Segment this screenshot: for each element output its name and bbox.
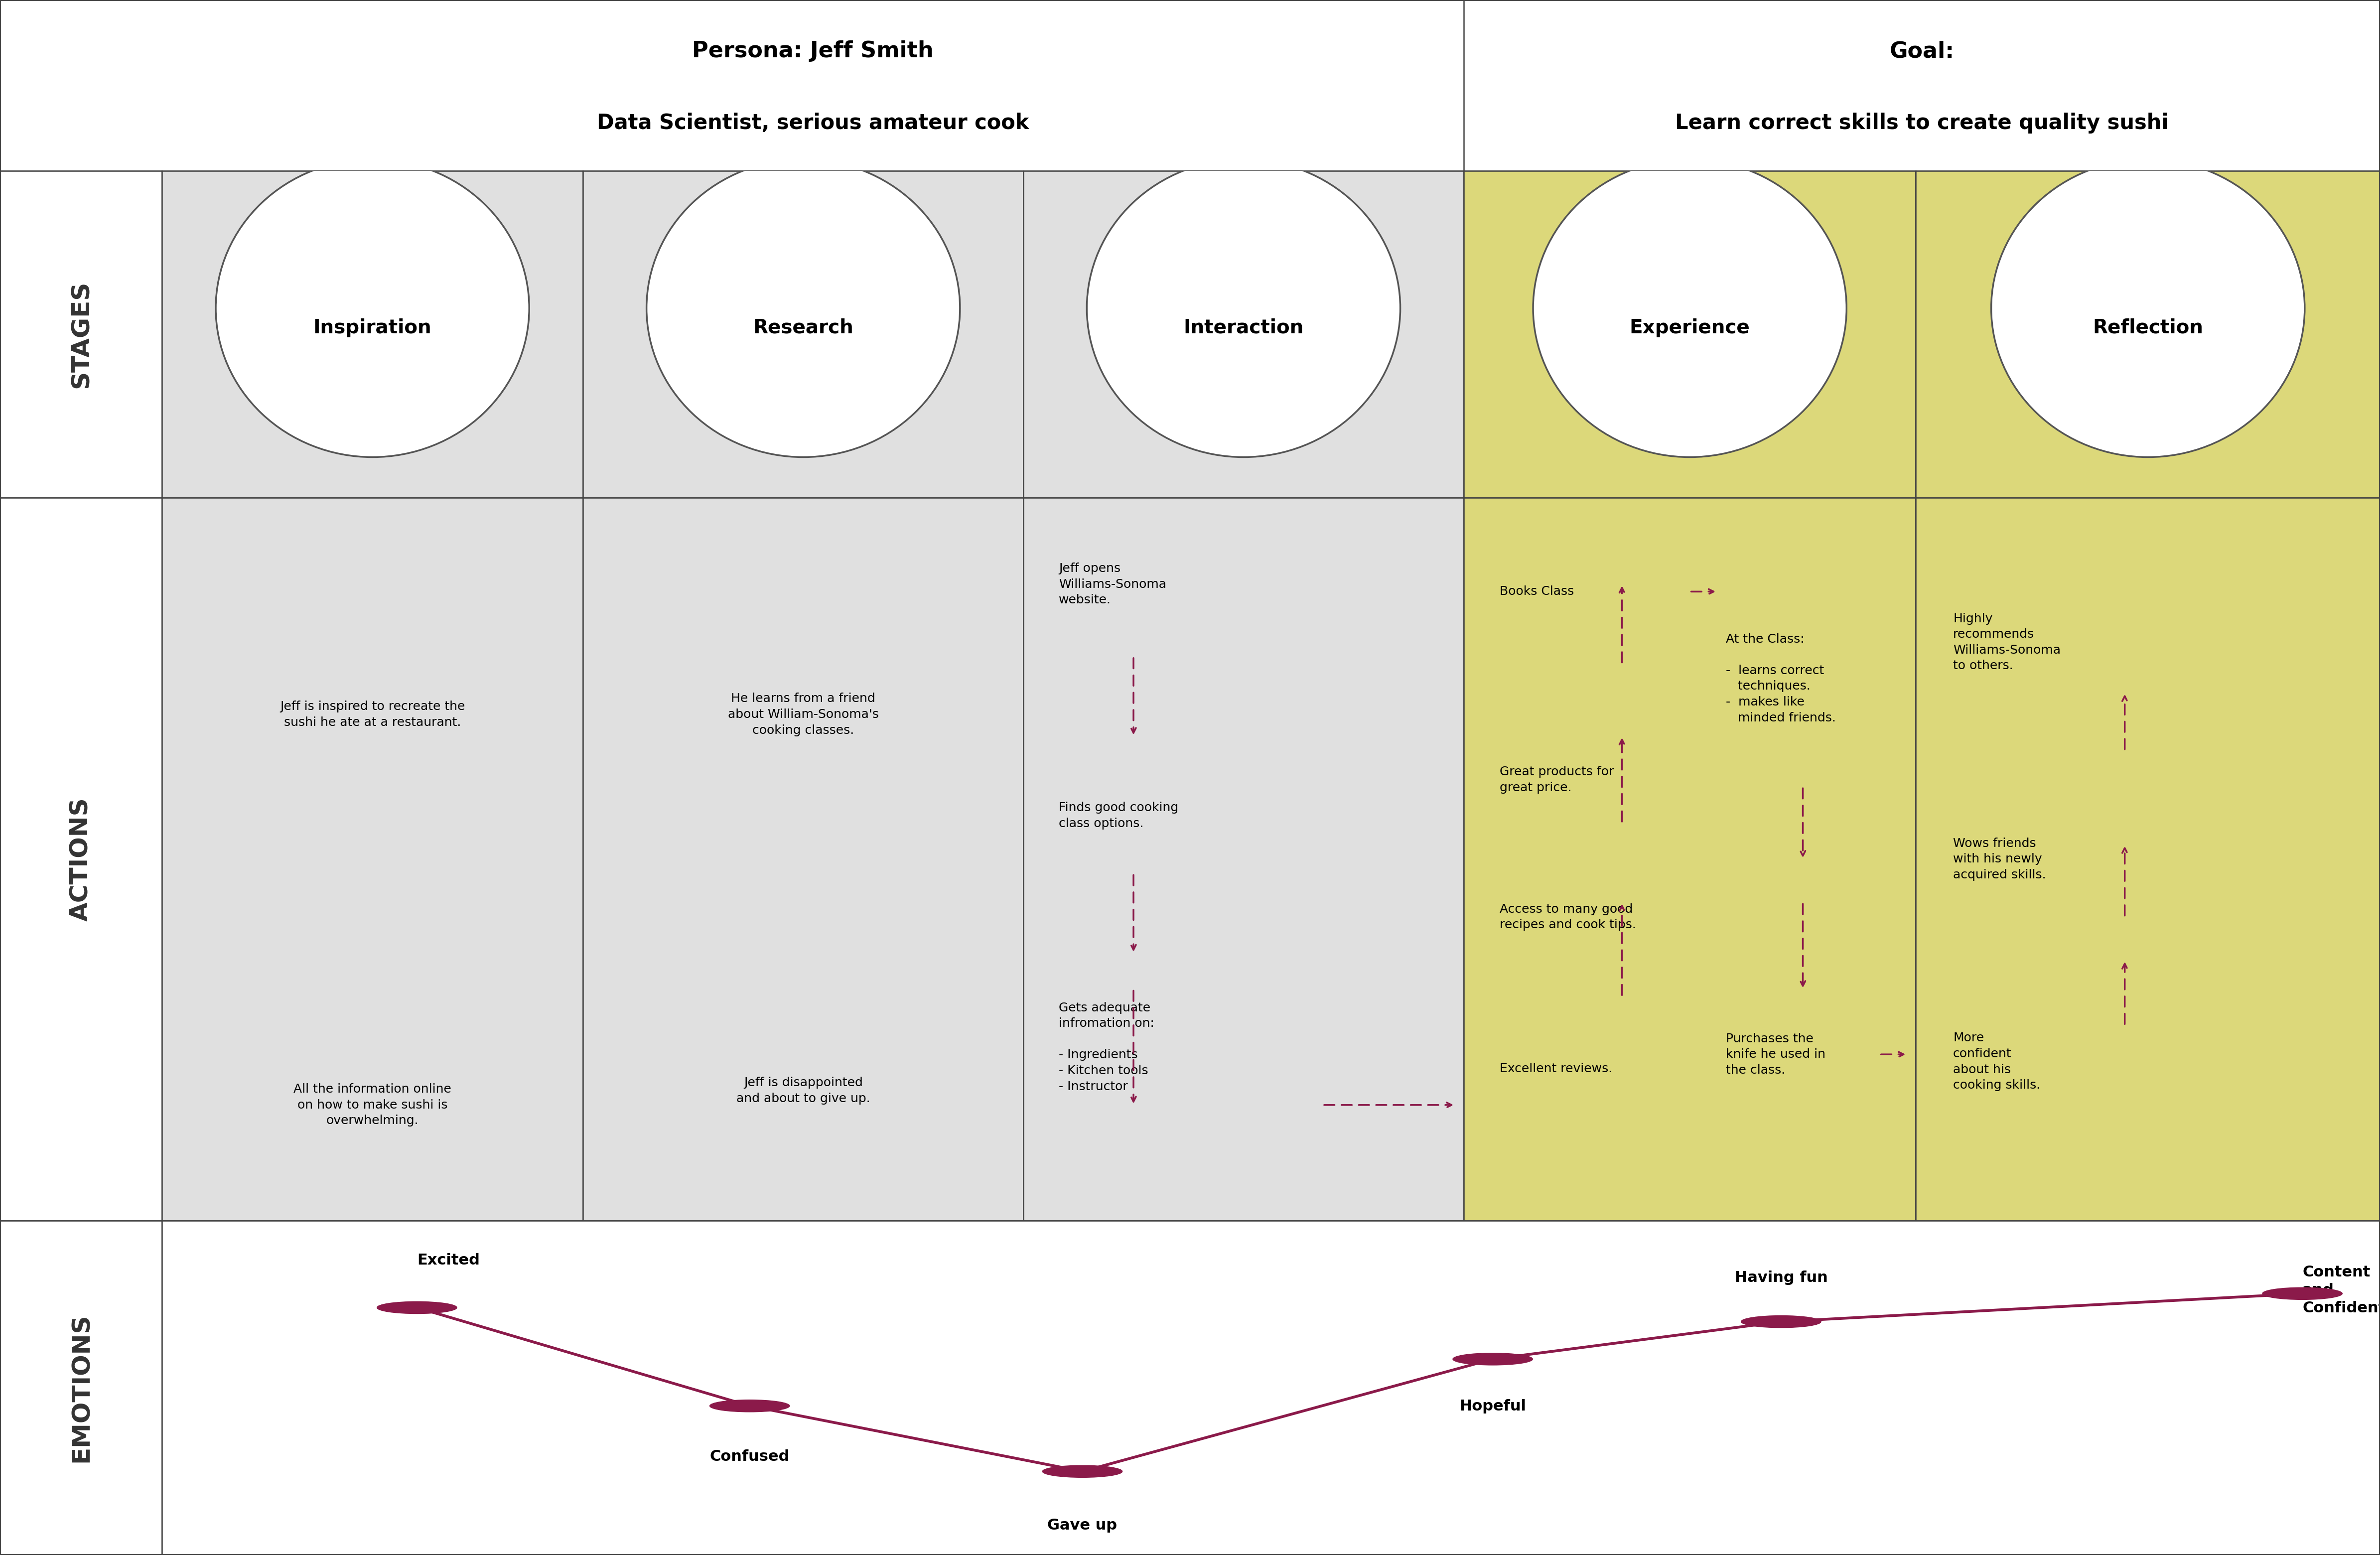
Text: Jeff is disappointed
and about to give up.: Jeff is disappointed and about to give u… (735, 1076, 871, 1104)
Text: All the information online
on how to make sushi is
overwhelming.: All the information online on how to mak… (293, 1084, 452, 1127)
Text: He learns from a friend
about William-Sonoma's
cooking classes.: He learns from a friend about William-So… (728, 694, 878, 736)
Text: Confused: Confused (709, 1449, 790, 1463)
Text: Excited: Excited (416, 1253, 481, 1267)
Text: Books Class: Books Class (1499, 586, 1573, 597)
Text: Reflection: Reflection (2092, 319, 2204, 337)
Text: Goal:: Goal: (1890, 40, 1954, 62)
Text: Excellent reviews.: Excellent reviews. (1499, 1064, 1614, 1075)
Circle shape (2263, 1288, 2342, 1300)
Ellipse shape (1992, 159, 2304, 457)
Text: Wows friends
with his newly
acquired skills.: Wows friends with his newly acquired ski… (1954, 838, 2047, 880)
Text: ACTIONS: ACTIONS (69, 798, 93, 921)
Text: Persona: Jeff Smith: Persona: Jeff Smith (693, 40, 933, 62)
Text: Hopeful: Hopeful (1459, 1400, 1526, 1413)
Circle shape (1742, 1316, 1821, 1328)
Text: Jeff is inspired to recreate the
sushi he ate at a restaurant.: Jeff is inspired to recreate the sushi h… (281, 701, 464, 728)
Text: More
confident
about his
cooking skills.: More confident about his cooking skills. (1954, 1033, 2040, 1092)
Text: Learn correct skills to create quality sushi: Learn correct skills to create quality s… (1676, 112, 2168, 134)
Circle shape (1042, 1465, 1123, 1477)
Text: Jeff opens
Williams-Sonoma
website.: Jeff opens Williams-Sonoma website. (1059, 563, 1166, 606)
Text: STAGES: STAGES (69, 280, 93, 389)
Text: Finds good cooking
class options.: Finds good cooking class options. (1059, 802, 1178, 830)
Text: Purchases the
knife he used in
the class.: Purchases the knife he used in the class… (1726, 1033, 1825, 1076)
Text: Data Scientist, serious amateur cook: Data Scientist, serious amateur cook (597, 112, 1028, 134)
Circle shape (1452, 1353, 1533, 1365)
Text: Having fun: Having fun (1735, 1270, 1828, 1284)
Text: Highly
recommends
Williams-Sonoma
to others.: Highly recommends Williams-Sonoma to oth… (1954, 613, 2061, 672)
Ellipse shape (1533, 159, 1847, 457)
Circle shape (376, 1302, 457, 1314)
Text: Inspiration: Inspiration (314, 319, 431, 337)
Ellipse shape (1088, 159, 1399, 457)
Text: Content
and
Confident: Content and Confident (2301, 1266, 2380, 1316)
Text: Access to many good
recipes and cook tips.: Access to many good recipes and cook tip… (1499, 903, 1637, 931)
Ellipse shape (647, 159, 959, 457)
Text: Interaction: Interaction (1183, 319, 1304, 337)
Text: Great products for
great price.: Great products for great price. (1499, 765, 1614, 793)
Text: Gets adequate
infromation on:

- Ingredients
- Kitchen tools
- Instructor: Gets adequate infromation on: - Ingredie… (1059, 1001, 1154, 1093)
Text: Research: Research (752, 319, 854, 337)
Text: Experience: Experience (1630, 319, 1749, 337)
Text: Gave up: Gave up (1047, 1518, 1116, 1533)
Ellipse shape (217, 159, 528, 457)
Text: EMOTIONS: EMOTIONS (69, 1314, 93, 1462)
Circle shape (709, 1400, 790, 1412)
Text: At the Class:

-  learns correct
   techniques.
-  makes like
   minded friends.: At the Class: - learns correct technique… (1726, 633, 1835, 723)
